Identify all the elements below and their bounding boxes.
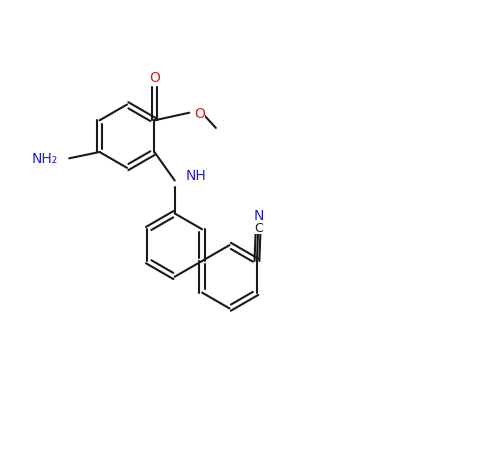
Text: O: O bbox=[194, 107, 205, 120]
Text: C: C bbox=[255, 221, 263, 234]
Text: N: N bbox=[254, 209, 264, 223]
Text: NH: NH bbox=[186, 169, 207, 183]
Text: NH₂: NH₂ bbox=[32, 152, 58, 166]
Text: O: O bbox=[149, 71, 160, 85]
